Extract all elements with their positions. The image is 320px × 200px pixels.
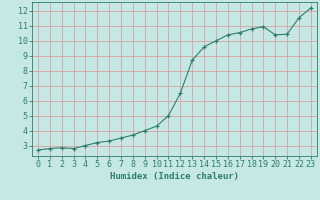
X-axis label: Humidex (Indice chaleur): Humidex (Indice chaleur): [110, 172, 239, 181]
